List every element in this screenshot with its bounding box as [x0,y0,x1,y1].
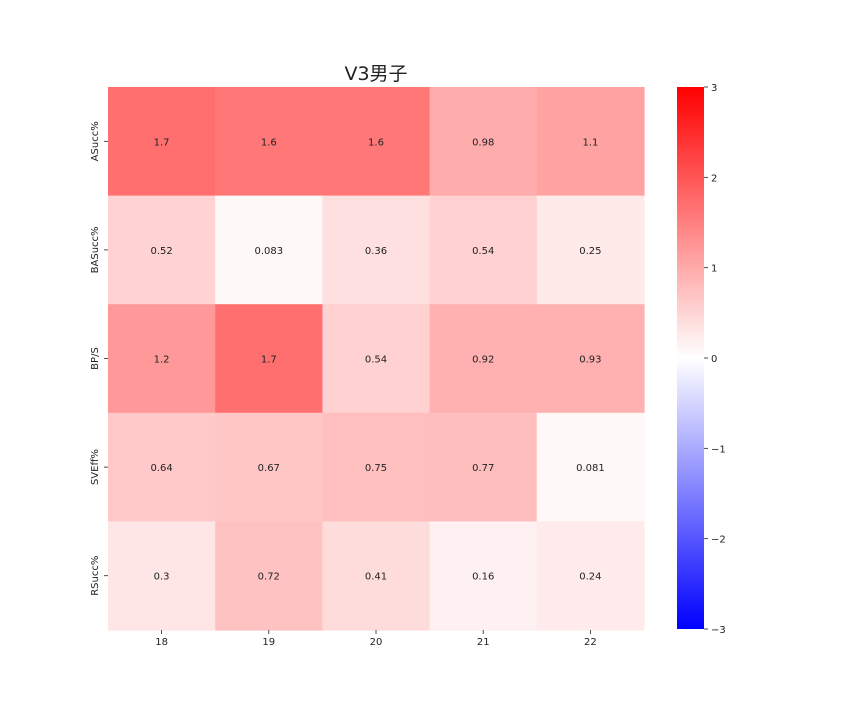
heatmap-cell [215,87,323,197]
heatmap-cell [215,412,323,522]
cell-value-label: 0.3 [154,572,170,583]
heatmap-cell [536,304,645,414]
colorbar [677,87,704,629]
heatmap-cell [536,521,645,631]
heatmap-cell [536,195,645,305]
cell-value-label: 0.41 [365,572,387,583]
heatmap-cells [108,87,645,631]
cell-value-label: 0.081 [576,463,605,474]
colorbar-ticks: 3 2 1 0 −1 −2 −3 [704,83,726,636]
cell-value-label: 0.24 [579,572,601,583]
heatmap-cell [215,304,323,414]
colorbar-tick-label: −1 [711,444,726,455]
heatmap-cell [108,412,216,522]
colorbar-gradient [677,87,704,629]
cell-value-label: 1.6 [261,137,277,148]
heatmap-cell [108,87,216,197]
cell-value-label: 0.083 [254,246,283,257]
cell-value-label: 0.98 [472,137,494,148]
x-tick-label: 20 [370,637,383,648]
cell-value-label: 1.7 [154,137,170,148]
heatmap-cell [429,195,538,305]
heatmap-cell [108,304,216,414]
colorbar-tick-label: 3 [711,83,717,94]
x-tick-label: 22 [584,637,597,648]
cell-value-label: 0.77 [472,463,494,474]
heatmap-cell [429,412,538,522]
cell-value-label: 0.64 [150,463,172,474]
heatmap-cell [536,87,645,197]
cell-value-label: 0.75 [365,463,387,474]
cell-value-label: 0.54 [472,246,494,257]
x-tick-label: 21 [477,637,490,648]
colorbar-tick-label: 1 [711,264,717,275]
heatmap-cell [322,304,431,414]
y-tick-label: BP/S [90,347,101,370]
cell-value-label: 0.93 [579,355,601,366]
heatmap-cell [215,195,323,305]
colorbar-tick-label: 2 [711,173,717,184]
cell-value-label: 1.2 [154,355,170,366]
colorbar-tick-label: −2 [711,535,726,546]
heatmap-cell [429,521,538,631]
colorbar-tick-label: 0 [711,354,717,365]
x-tick-label: 19 [262,637,275,648]
x-tick-label: 18 [155,637,168,648]
cell-value-label: 0.16 [472,572,494,583]
heatmap-cell [536,412,645,522]
cell-value-label: 0.25 [579,246,601,257]
cell-value-label: 0.92 [472,355,494,366]
y-tick-label: ASucc% [90,121,101,161]
chart-title: V3男子 [344,63,407,85]
cell-value-label: 0.72 [258,572,280,583]
cell-value-label: 0.52 [150,246,172,257]
y-tick-label: BASucc% [90,226,101,273]
x-axis: 18 19 20 21 22 [155,630,597,648]
heatmap-cell [215,521,323,631]
heatmap-cell [322,412,431,522]
y-tick-label: SVEff% [90,449,101,485]
cell-value-label: 1.1 [582,137,598,148]
heatmap-cell [429,304,538,414]
y-axis: ASucc% BASucc% BP/S SVEff% RSucc% [90,121,108,596]
cell-value-label: 0.36 [365,246,387,257]
heatmap-cell [322,87,431,197]
heatmap-cell-labels: 1.7 1.6 1.6 0.98 1.1 0.52 0.083 0.36 0.54 0.25 1.2… [150,137,604,582]
heatmap-cell [322,195,431,305]
colorbar-tick-label: −3 [711,625,726,636]
heatmap-cell [322,521,431,631]
cell-value-label: 1.7 [261,355,277,366]
heatmap-cell [108,521,216,631]
cell-value-label: 0.54 [365,355,387,366]
heatmap-cell [108,195,216,305]
y-tick-label: RSucc% [90,556,101,596]
cell-value-label: 0.67 [258,463,280,474]
cell-value-label: 1.6 [368,137,384,148]
heatmap-cell [429,87,538,197]
